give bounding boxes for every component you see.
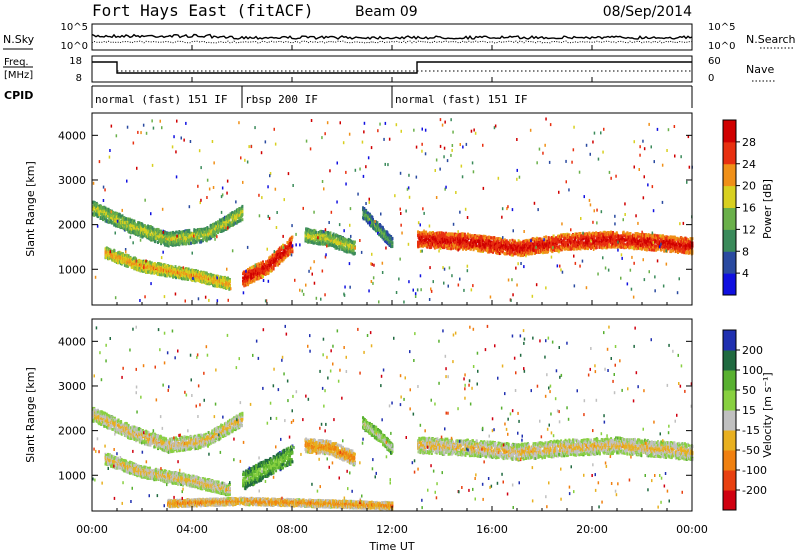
nsky-tick-bottom: 10^0 xyxy=(61,41,88,52)
noise-panel: N.Sky 10^5 10^0 10^5 10^0 N.Search xyxy=(3,22,796,52)
date-label: 08/Sep/2014 xyxy=(603,4,692,20)
plot-canvas: Fort Hays East (fitACF) Beam 09 08/Sep/2… xyxy=(0,0,800,554)
data-cell xyxy=(150,233,152,236)
data-cell xyxy=(241,210,243,213)
data-cell xyxy=(323,230,325,233)
data-cell xyxy=(120,215,122,218)
noise-trace xyxy=(92,35,692,44)
data-cell xyxy=(238,220,240,223)
data-cell xyxy=(290,241,292,244)
data-cell xyxy=(391,237,393,240)
radar-summary-plot: Fort Hays East (fitACF) Beam 09 08/Sep/2… xyxy=(0,0,800,554)
data-cell xyxy=(528,239,530,242)
freq-trace xyxy=(92,62,692,73)
data-cell xyxy=(354,252,356,255)
freq-unit-label: [MHz] xyxy=(4,70,33,81)
freq-tick-bottom: 8 xyxy=(76,73,82,84)
nave-label: Nave xyxy=(746,63,774,76)
data-cell xyxy=(176,231,178,234)
nsearch-tick-top: 10^5 xyxy=(708,22,735,33)
data-cell xyxy=(158,228,160,231)
nave-tick-top: 60 xyxy=(708,56,721,67)
nsearch-label: N.Search xyxy=(746,33,796,46)
freq-panel: Freq. [MHz] 18 8 60 0 Nave xyxy=(3,56,775,84)
cpid-segment-label: rbsp 200 IF xyxy=(245,93,318,106)
data-cell xyxy=(146,262,148,265)
data-cell xyxy=(262,275,264,278)
data-cell xyxy=(233,222,235,225)
freq-label: Freq. xyxy=(4,57,29,68)
data-cell xyxy=(383,230,385,233)
beam-label: Beam 09 xyxy=(355,4,418,20)
data-cell xyxy=(268,272,270,275)
data-cell xyxy=(229,280,231,283)
data-cell xyxy=(291,250,293,253)
data-cell xyxy=(241,218,243,221)
freq-tick-top: 18 xyxy=(69,56,82,67)
data-cell xyxy=(240,219,242,222)
nsearch-tick-bottom: 10^0 xyxy=(708,41,735,52)
data-cell xyxy=(464,233,466,236)
data-cell xyxy=(354,241,356,244)
cpid-segment-label: normal (fast) 151 IF xyxy=(95,93,227,106)
cpid-segments: normal (fast) 151 IF rbsp 200 IF normal (f… xyxy=(92,86,692,108)
data-cell xyxy=(175,265,177,268)
data-cell xyxy=(428,238,430,241)
data-cell xyxy=(188,229,190,232)
data-cell xyxy=(123,224,125,227)
data-cell xyxy=(467,233,469,236)
data-cell xyxy=(98,213,100,216)
power-data xyxy=(92,118,693,304)
data-cell xyxy=(464,236,466,239)
nave-tick-bottom: 0 xyxy=(708,73,714,84)
data-cell xyxy=(509,239,511,242)
data-cell xyxy=(251,266,253,269)
data-cell xyxy=(325,231,327,234)
data-cell xyxy=(514,241,516,244)
station-title: Fort Hays East (fitACF) xyxy=(92,1,314,20)
nsky-tick-top: 10^5 xyxy=(61,22,88,33)
nsearch-line xyxy=(92,41,692,43)
cpid-segment-label: normal (fast) 151 IF xyxy=(395,93,527,106)
cpid-label: CPID xyxy=(4,89,33,102)
data-cell xyxy=(391,245,393,248)
data-cell xyxy=(241,205,243,208)
data-cell xyxy=(125,228,127,231)
nsky-label: N.Sky xyxy=(3,33,35,46)
nsky-line xyxy=(92,35,692,40)
data-cell xyxy=(291,236,293,239)
data-cell xyxy=(482,239,484,242)
data-cell xyxy=(448,234,450,237)
data-cell xyxy=(154,228,156,231)
data-cell xyxy=(96,204,98,207)
data-cell xyxy=(376,221,378,224)
data-cell xyxy=(391,241,393,244)
data-cell xyxy=(354,247,356,250)
data-cell xyxy=(253,279,255,282)
